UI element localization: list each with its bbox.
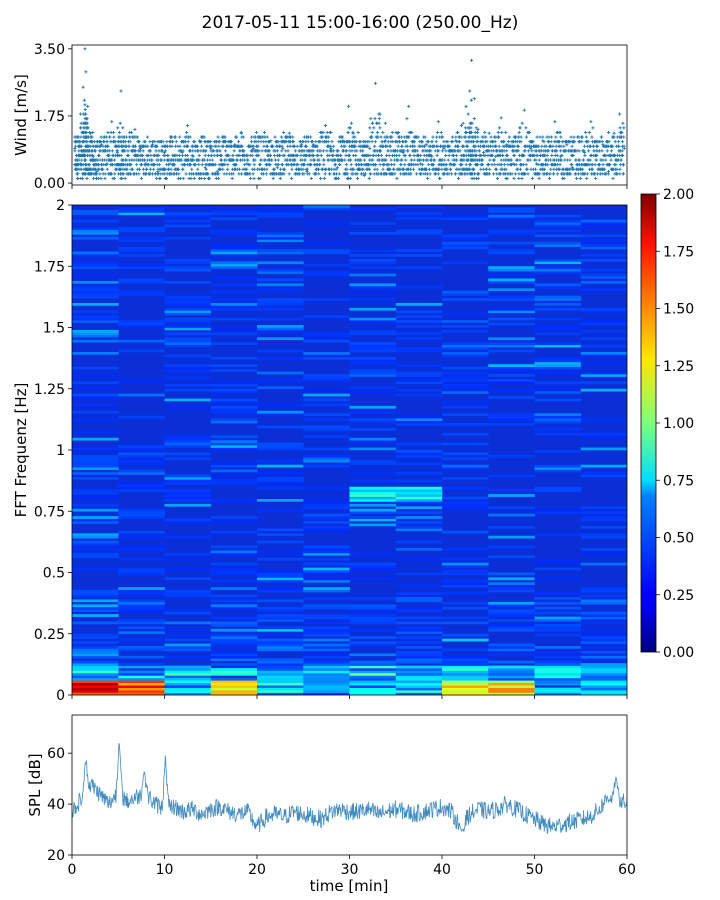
wind-scatter [73,47,626,181]
wind-panel: 0.001.753.50 Wind [m/s] [12,42,628,192]
figure-title: 2017-05-11 15:00-16:00 (250.00_Hz) [201,13,519,33]
